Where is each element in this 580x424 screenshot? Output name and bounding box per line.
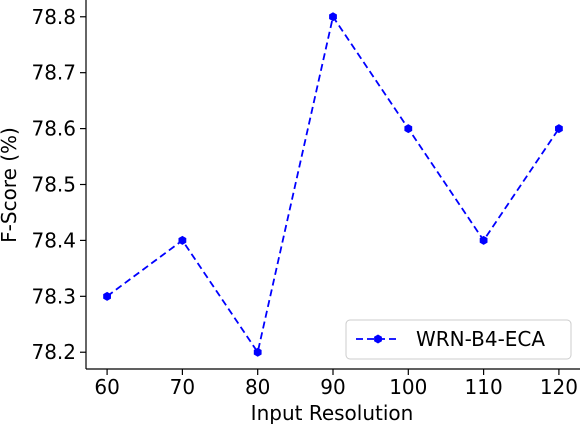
data-point [329, 12, 337, 22]
y-axis-ticks: 78.2 78.3 78.4 78.5 78.6 78.7 78.8 [31, 5, 86, 364]
data-point [103, 291, 111, 301]
data-point [404, 124, 413, 134]
axes [85, 0, 580, 370]
y-tick-label: 78.7 [31, 61, 76, 85]
x-tick-label: 90 [320, 375, 345, 399]
data-point [253, 347, 262, 357]
y-tick-label: 78.6 [31, 117, 76, 141]
x-tick-label: 100 [389, 375, 427, 399]
series-layer [103, 12, 563, 357]
y-tick-label: 78.4 [31, 228, 76, 252]
x-tick-label: 70 [170, 375, 195, 399]
legend: WRN-B4-ECA [345, 319, 572, 360]
y-tick-label: 78.5 [31, 173, 76, 197]
data-point [555, 124, 563, 134]
y-tick-label: 78.2 [31, 340, 76, 364]
legend-label: WRN-B4-ECA [416, 327, 545, 351]
data-point [178, 235, 187, 245]
x-axis-label: Input Resolution [251, 401, 414, 424]
legend-marker-sample [374, 334, 382, 344]
x-tick-label: 60 [94, 375, 119, 399]
y-tick-label: 78.3 [31, 284, 76, 308]
series-line [106, 14, 560, 355]
y-axis-label: F-Score (%) [0, 127, 21, 243]
data-point [479, 235, 488, 245]
legend-box [345, 319, 572, 360]
x-tick-label: 80 [245, 375, 270, 399]
x-tick-label: 110 [465, 375, 503, 399]
x-axis-ticks: 60 70 80 90 100 110 120 [94, 369, 578, 399]
y-tick-label: 78.8 [31, 5, 76, 29]
x-tick-label: 120 [540, 375, 578, 399]
